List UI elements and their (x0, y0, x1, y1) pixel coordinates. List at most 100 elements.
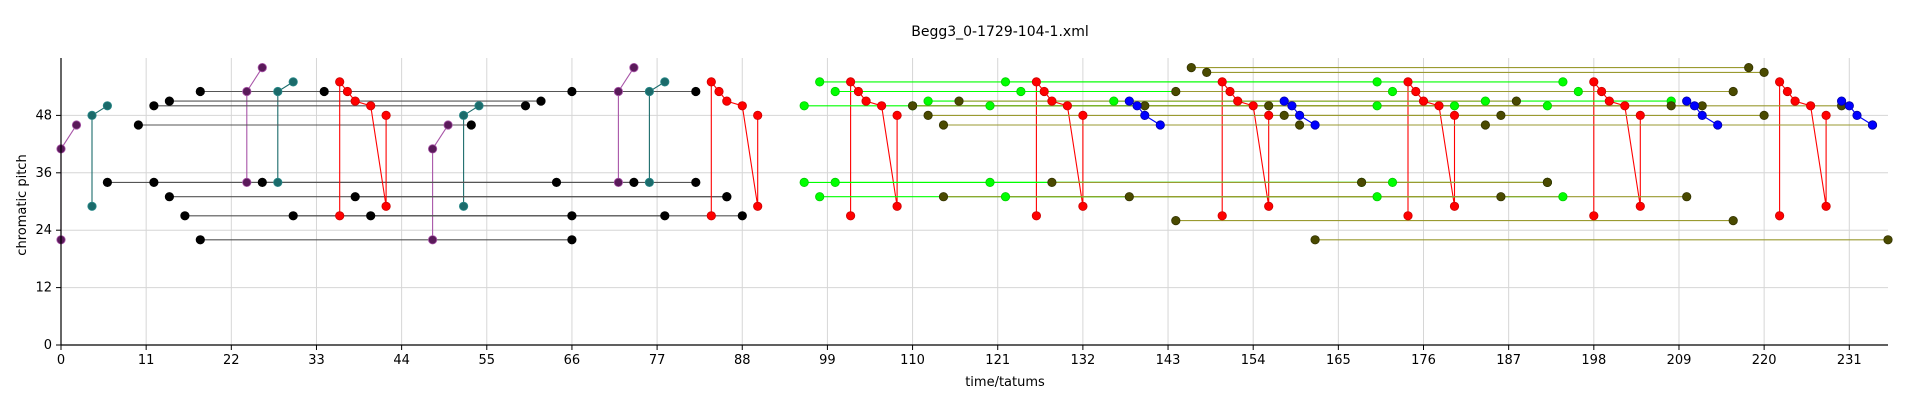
red-note-point (335, 211, 345, 221)
olive-note-point (1140, 101, 1150, 111)
red-note-point (876, 101, 887, 111)
purple-connection (60, 124, 77, 240)
black-note-point (722, 192, 732, 202)
blue-note-point (1689, 101, 1700, 111)
black-note-point (466, 120, 476, 130)
olive-note-point (1171, 216, 1181, 226)
red-note-point (1775, 211, 1785, 221)
blue-note-point (1697, 110, 1707, 121)
green-note-point (1449, 101, 1460, 111)
red-note-point (706, 211, 716, 221)
red-note-point (1589, 77, 1599, 87)
green-note-point (1372, 77, 1382, 87)
green-note-point (985, 101, 995, 111)
olive-note-point (1697, 101, 1707, 111)
red-note-point (853, 86, 864, 97)
teal-note-point (458, 110, 469, 121)
y-tick-label: 0 (44, 338, 52, 353)
y-axis-label: chromatic pitch (15, 154, 30, 255)
x-tick-label: 110 (900, 353, 925, 368)
green-note-point (1000, 77, 1011, 87)
red-note-point (1062, 101, 1073, 111)
black-note-point (350, 192, 360, 202)
red-note-point (1039, 86, 1049, 97)
red-connection (1035, 80, 1084, 216)
olive-note-point (1759, 67, 1769, 78)
red-note-point (342, 86, 352, 97)
red-connection (850, 80, 898, 216)
green-note-point (799, 177, 809, 187)
red-note-point (1217, 77, 1227, 87)
red-note-point (1806, 101, 1816, 111)
x-tick-label: 55 (479, 353, 496, 368)
x-tick-label: 0 (57, 353, 65, 368)
y-tick-label: 12 (35, 281, 52, 296)
y-tick-label: 36 (35, 166, 52, 181)
red-note-point (1604, 96, 1614, 106)
olive-note-point (1171, 86, 1181, 97)
olive-note-point (1666, 101, 1676, 111)
teal-note-point (273, 86, 283, 97)
black-note-point (288, 211, 298, 221)
axes: 0 11 22 33 44 55 66 77 88 99 110 121 132 143 154 165 176… (35, 58, 1888, 368)
blue-note-point (1682, 96, 1692, 106)
black-note-point (660, 211, 670, 221)
teal-note-point (474, 101, 484, 111)
red-note-point (892, 201, 902, 211)
red-note-point (722, 96, 732, 106)
x-tick-label: 154 (1241, 353, 1266, 368)
black-note-point (366, 211, 376, 221)
note-points (56, 62, 1893, 245)
red-note-point (381, 110, 391, 121)
x-tick-label: 44 (393, 353, 410, 368)
red-note-point (1597, 86, 1607, 97)
y-tick-label: 24 (35, 223, 52, 238)
red-note-point (1233, 96, 1243, 106)
black-note-point (133, 120, 143, 130)
teal-note-point (288, 77, 298, 87)
purple-note-point (443, 120, 453, 130)
olive-note-point (1759, 110, 1769, 121)
green-note-point (1387, 86, 1398, 97)
x-tick-label: 198 (1581, 353, 1606, 368)
x-tick-label: 66 (564, 353, 581, 368)
black-note-point (629, 177, 639, 187)
green-note-point (830, 177, 840, 187)
purple-note-point (427, 235, 438, 245)
x-axis-label: time/tatums (965, 375, 1045, 390)
red-note-point (1217, 211, 1227, 221)
olive-note-point (1202, 67, 1212, 78)
chart-title: Begg3_0-1729-104-1.xml (911, 24, 1088, 40)
black-note-point (536, 96, 546, 106)
teal-note-point (644, 86, 655, 97)
olive-note-point (938, 192, 949, 202)
black-note-point (691, 86, 701, 97)
teal-note-point (102, 101, 113, 111)
olive-note-point (1124, 192, 1134, 202)
x-tick-label: 22 (223, 353, 240, 368)
black-note-point (520, 101, 531, 111)
green-note-point (799, 101, 809, 111)
black-note-point (319, 86, 329, 97)
red-connection (1779, 80, 1827, 216)
teal-note-point (644, 177, 655, 187)
red-note-point (845, 211, 856, 221)
red-note-point (1031, 77, 1042, 87)
x-tick-label: 88 (734, 353, 751, 368)
blue-note-point (1132, 101, 1142, 111)
green-note-point (1109, 96, 1119, 106)
olive-note-point (1744, 62, 1754, 73)
purple-note-point (242, 177, 252, 187)
purple-note-point (613, 86, 624, 97)
blue-note-point (1124, 96, 1134, 106)
black-note-point (164, 96, 174, 106)
green-note-point (1573, 86, 1583, 97)
red-note-point (892, 110, 902, 121)
olive-note-point (1883, 235, 1893, 245)
red-note-point (737, 101, 747, 111)
blue-note-point (1295, 110, 1305, 121)
blue-note-point (1844, 101, 1854, 111)
green-note-point (815, 77, 825, 87)
olive-note-point (907, 101, 918, 111)
